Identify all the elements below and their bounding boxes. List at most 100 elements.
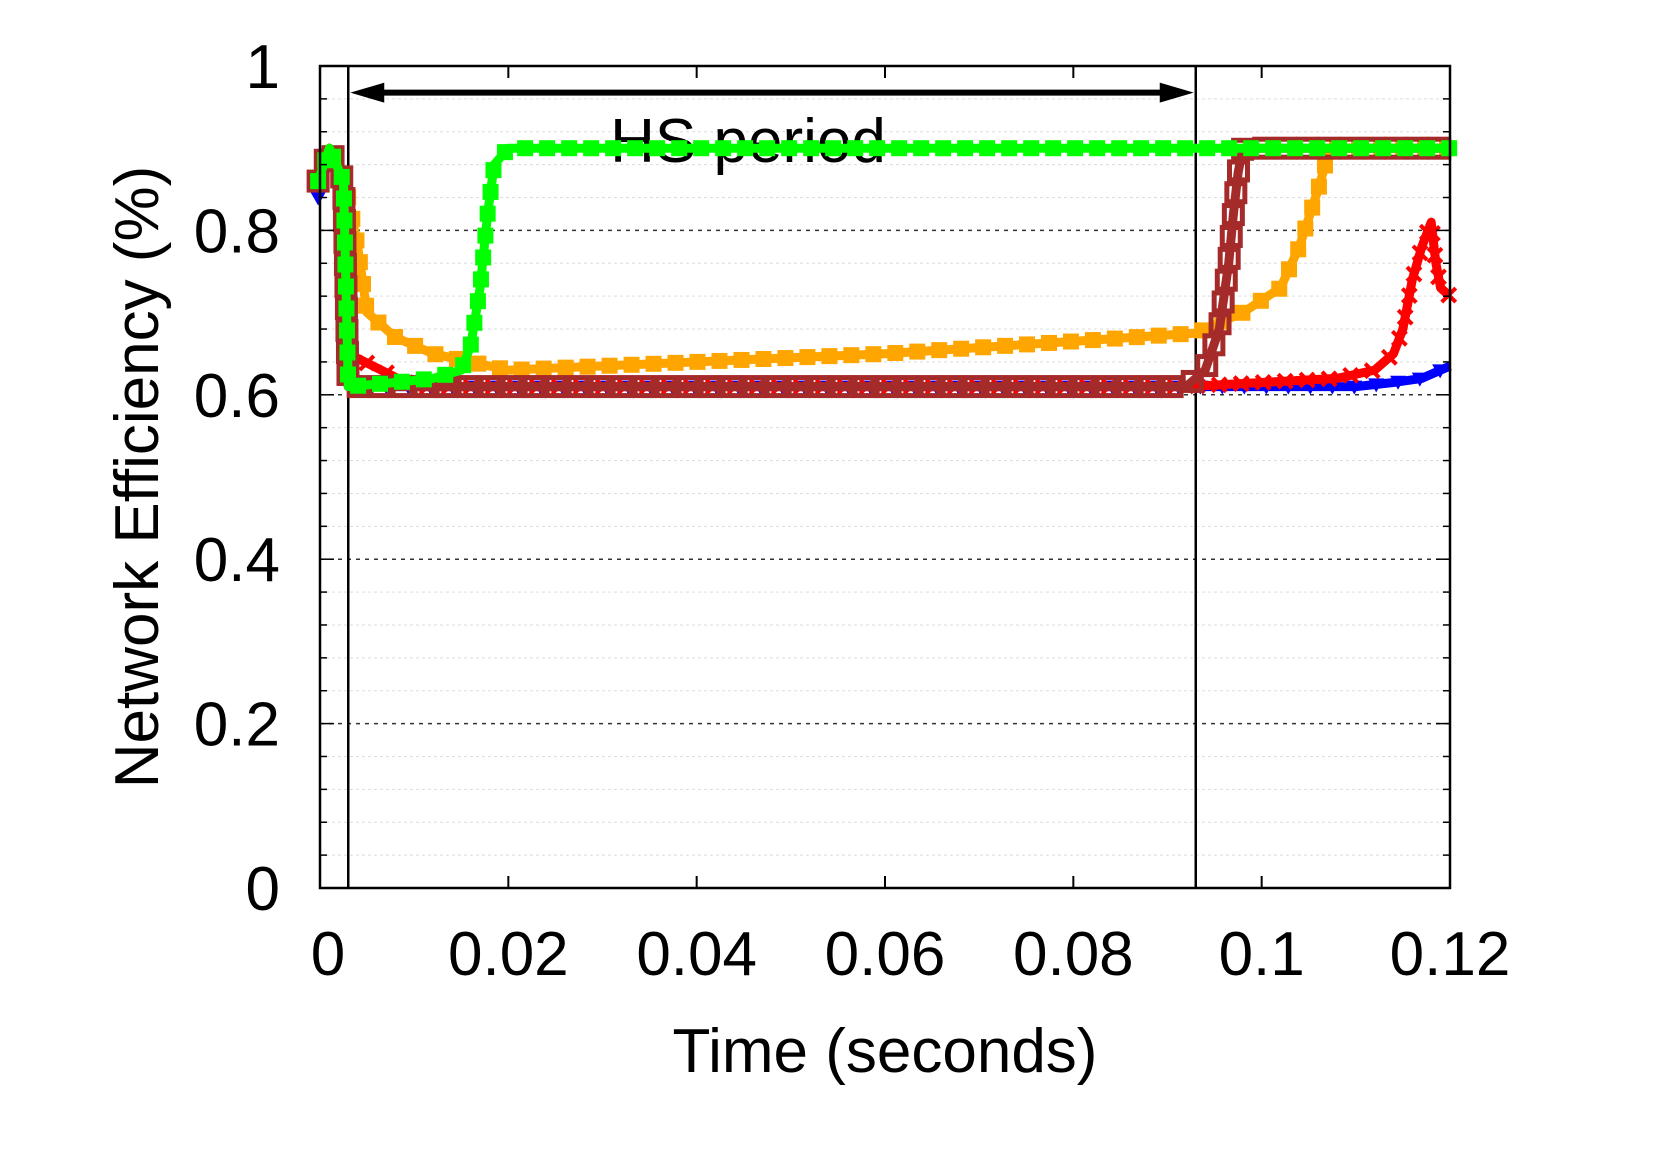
series-point xyxy=(808,375,832,399)
series-point xyxy=(393,373,410,390)
series-point xyxy=(737,140,754,157)
series-point xyxy=(935,140,952,157)
arrowhead-left xyxy=(350,82,385,103)
series-point xyxy=(1227,159,1251,183)
series-point xyxy=(1298,371,1316,389)
major-gridlines xyxy=(320,229,1450,725)
series-point xyxy=(477,227,494,244)
series-point xyxy=(649,140,666,157)
series-point xyxy=(1150,327,1167,344)
series-point xyxy=(1432,364,1449,379)
series-point xyxy=(777,350,794,367)
x-tick-label: 0.04 xyxy=(636,920,757,989)
series-point xyxy=(962,375,986,399)
series-point xyxy=(852,375,876,399)
series-point xyxy=(500,375,524,399)
series-point xyxy=(466,314,483,331)
series-point xyxy=(1316,157,1333,174)
series-point xyxy=(539,140,556,157)
series-point xyxy=(407,337,424,354)
series-point xyxy=(335,190,352,207)
y-tick-label: 0.8 xyxy=(194,197,280,266)
series-point xyxy=(1199,140,1216,157)
series-point xyxy=(337,256,354,273)
series-point xyxy=(1224,181,1248,205)
series-point xyxy=(1106,330,1123,347)
series-point xyxy=(472,271,489,288)
series-point xyxy=(869,140,886,157)
series-point xyxy=(689,353,706,370)
series-point xyxy=(513,361,530,378)
series-point xyxy=(310,191,327,206)
series-point xyxy=(1094,375,1118,399)
series-point xyxy=(544,375,568,399)
series-point xyxy=(953,340,970,357)
series-point xyxy=(350,377,367,394)
series-point xyxy=(830,375,854,399)
series-point xyxy=(891,140,908,157)
series-point xyxy=(786,375,810,399)
series-point xyxy=(1138,375,1162,399)
series-point xyxy=(909,343,926,360)
series-point xyxy=(1396,308,1414,326)
series-point xyxy=(1320,370,1338,388)
series-point xyxy=(496,144,513,161)
series-point xyxy=(605,140,622,157)
series-point xyxy=(1430,268,1447,286)
series-point xyxy=(803,140,820,157)
minor-gridlines xyxy=(320,98,1450,856)
series-point xyxy=(475,249,492,266)
series-point xyxy=(583,140,600,157)
series-point xyxy=(1128,329,1145,346)
series-point xyxy=(1254,373,1272,391)
series-point xyxy=(427,346,444,363)
series-point xyxy=(333,168,350,185)
series-point xyxy=(984,375,1008,399)
series-point xyxy=(1411,244,1429,262)
series-point xyxy=(676,375,700,399)
series-point xyxy=(825,140,842,157)
series-point xyxy=(1331,140,1348,157)
series-point xyxy=(1214,268,1238,292)
series-point xyxy=(1390,329,1408,347)
series-point xyxy=(720,375,744,399)
series-point xyxy=(1290,241,1307,258)
series-point xyxy=(372,375,389,392)
series-4 xyxy=(310,140,1458,394)
series-point xyxy=(470,355,487,372)
y-tick-label: 0 xyxy=(246,855,280,924)
series-point xyxy=(437,366,454,383)
series-point xyxy=(1133,140,1150,157)
series-point xyxy=(387,328,404,345)
series-point xyxy=(1001,140,1018,157)
series-point xyxy=(1418,223,1436,241)
series-point xyxy=(1219,224,1243,248)
series-point xyxy=(1221,203,1245,227)
series-point xyxy=(1281,261,1298,278)
series-point xyxy=(415,371,432,388)
x-tick-label: 0.12 xyxy=(1390,920,1511,989)
series-point xyxy=(1271,280,1288,297)
series-point xyxy=(1304,199,1321,216)
series-point xyxy=(1424,224,1441,242)
series-point xyxy=(821,348,838,365)
series-point xyxy=(1440,286,1458,304)
series-point xyxy=(588,375,612,399)
series-point xyxy=(874,375,898,399)
series-point xyxy=(455,357,472,374)
series-point xyxy=(1023,140,1040,157)
series-point xyxy=(339,344,356,361)
series-point xyxy=(627,140,644,157)
series-point xyxy=(517,140,534,157)
series-point xyxy=(957,140,974,157)
series-point xyxy=(1072,375,1096,399)
series-point xyxy=(338,322,355,339)
series-point xyxy=(632,375,656,399)
series-point xyxy=(1276,372,1294,390)
series-point xyxy=(887,345,904,362)
series-point xyxy=(645,355,662,372)
series-point xyxy=(1217,246,1241,270)
series-point xyxy=(1405,265,1423,283)
series-point xyxy=(1368,378,1385,393)
